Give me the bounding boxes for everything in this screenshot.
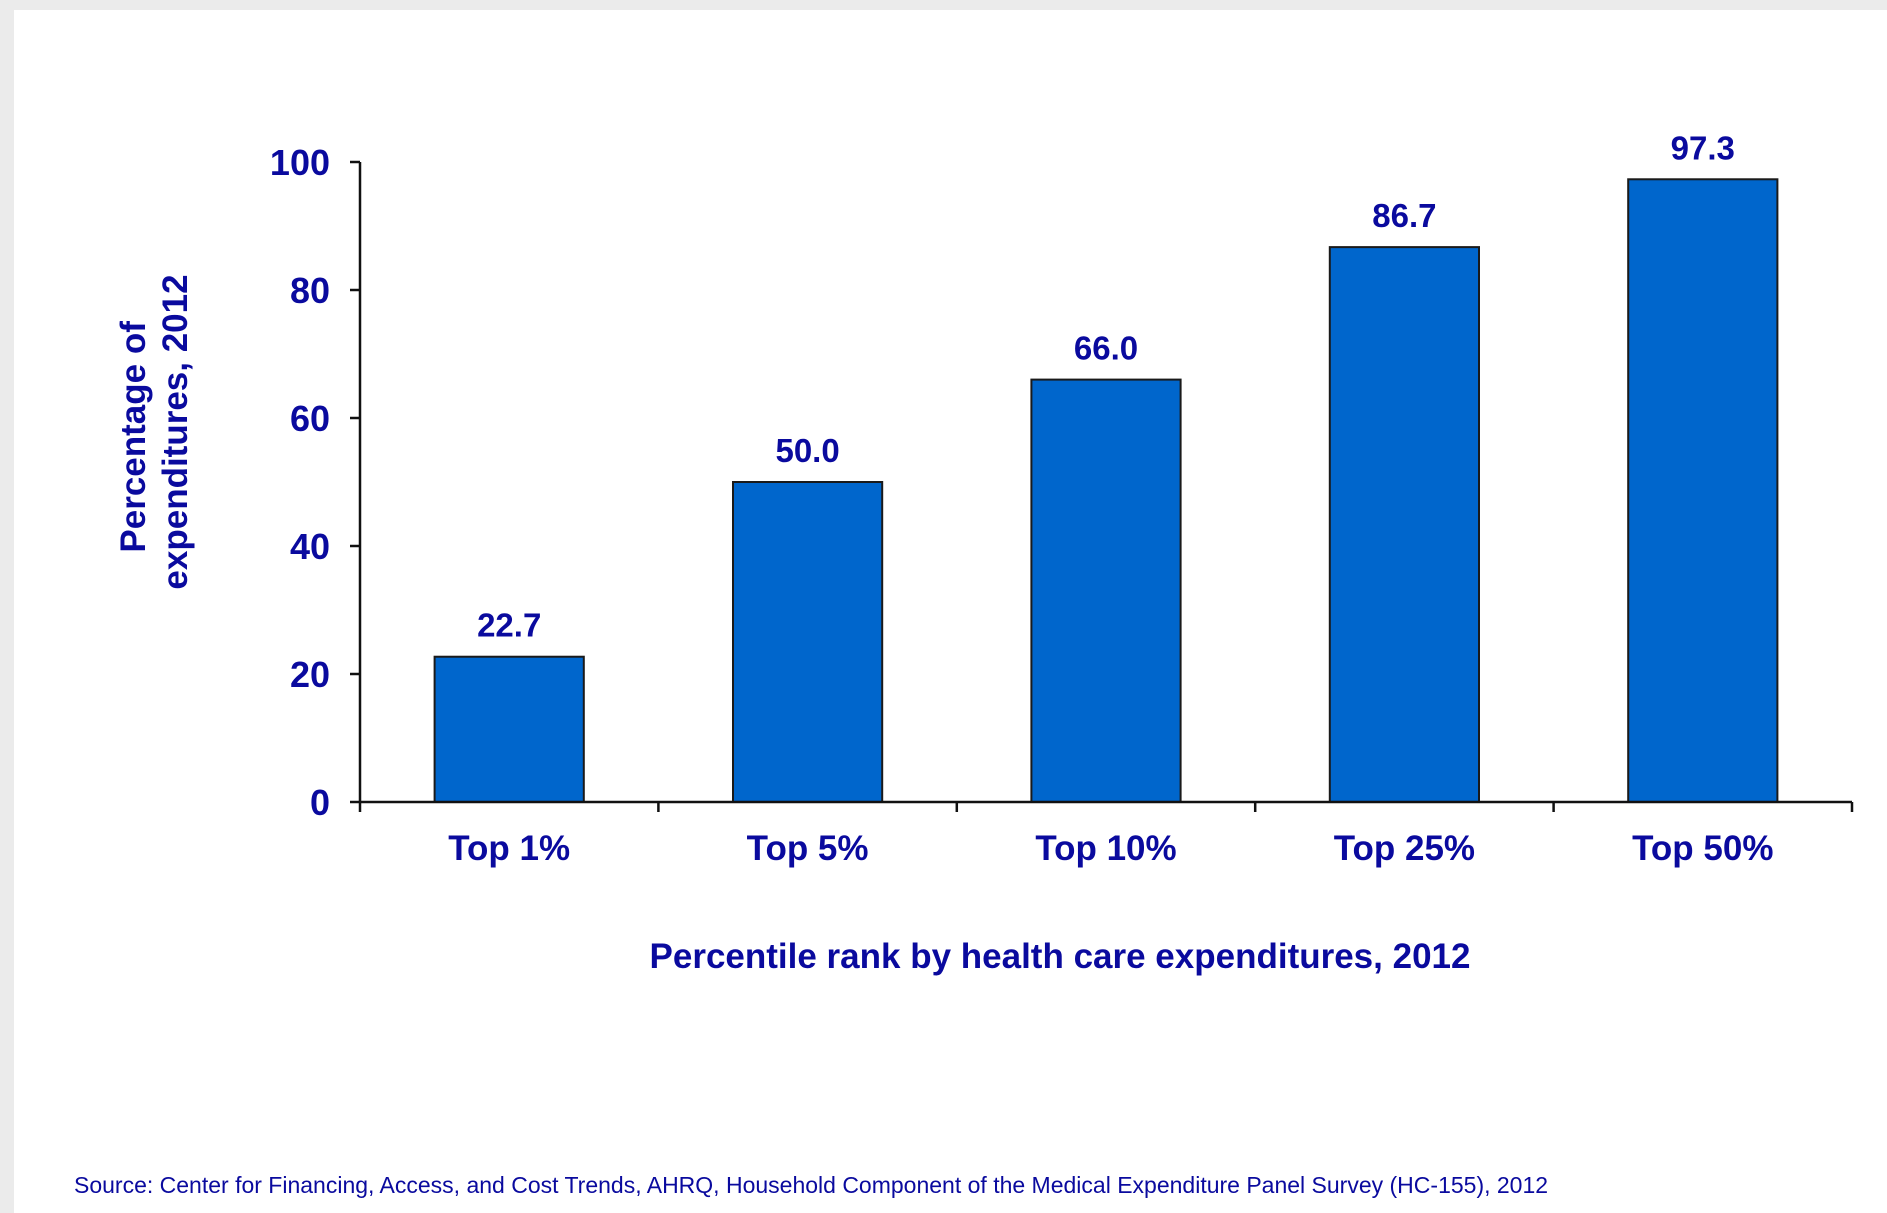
y-axis-title-line-2: expenditures, 2012 [156,274,195,589]
category-label: Top 10% [1035,829,1176,868]
y-tick-label: 80 [290,270,330,311]
category-label: Top 25% [1334,829,1475,868]
category-label: Top 5% [747,829,869,868]
bar [1030,378,1182,803]
data-label: 50.0 [775,432,839,469]
y-ticks-group: 0 20 40 60 80 100 [270,142,360,823]
y-tick-label: 100 [270,142,330,183]
x-ticks-group [358,802,1854,812]
bar [433,655,585,803]
data-label: 66.0 [1074,330,1138,367]
bar [732,481,884,803]
bar [1328,246,1481,803]
category-label: Top 50% [1632,829,1773,868]
y-tick-label: 60 [290,398,330,439]
bars-group [433,178,1779,803]
category-label: Top 1% [448,829,570,868]
y-axis-title-line-1: Percentage of [114,321,153,553]
y-tick-label: 40 [290,526,330,567]
chart-frame [14,10,1887,1213]
source-note: Source: Center for Financing, Access, an… [74,1172,1548,1198]
data-labels-group: 22.7 50.0 66.0 86.7 97.3 [477,129,1735,643]
data-label: 22.7 [477,607,541,644]
axes-group [358,162,1852,804]
y-tick-label: 0 [310,782,330,823]
data-label: 86.7 [1372,197,1436,234]
category-labels-group: Top 1% Top 5% Top 10% Top 25% Top 50% [448,829,1773,868]
y-axis-title: Percentage of expenditures, 2012 [114,274,195,589]
x-axis-title: Percentile rank by health care expenditu… [650,937,1471,976]
bar [1627,178,1779,803]
data-label: 97.3 [1671,129,1735,166]
y-tick-label: 20 [290,654,330,695]
